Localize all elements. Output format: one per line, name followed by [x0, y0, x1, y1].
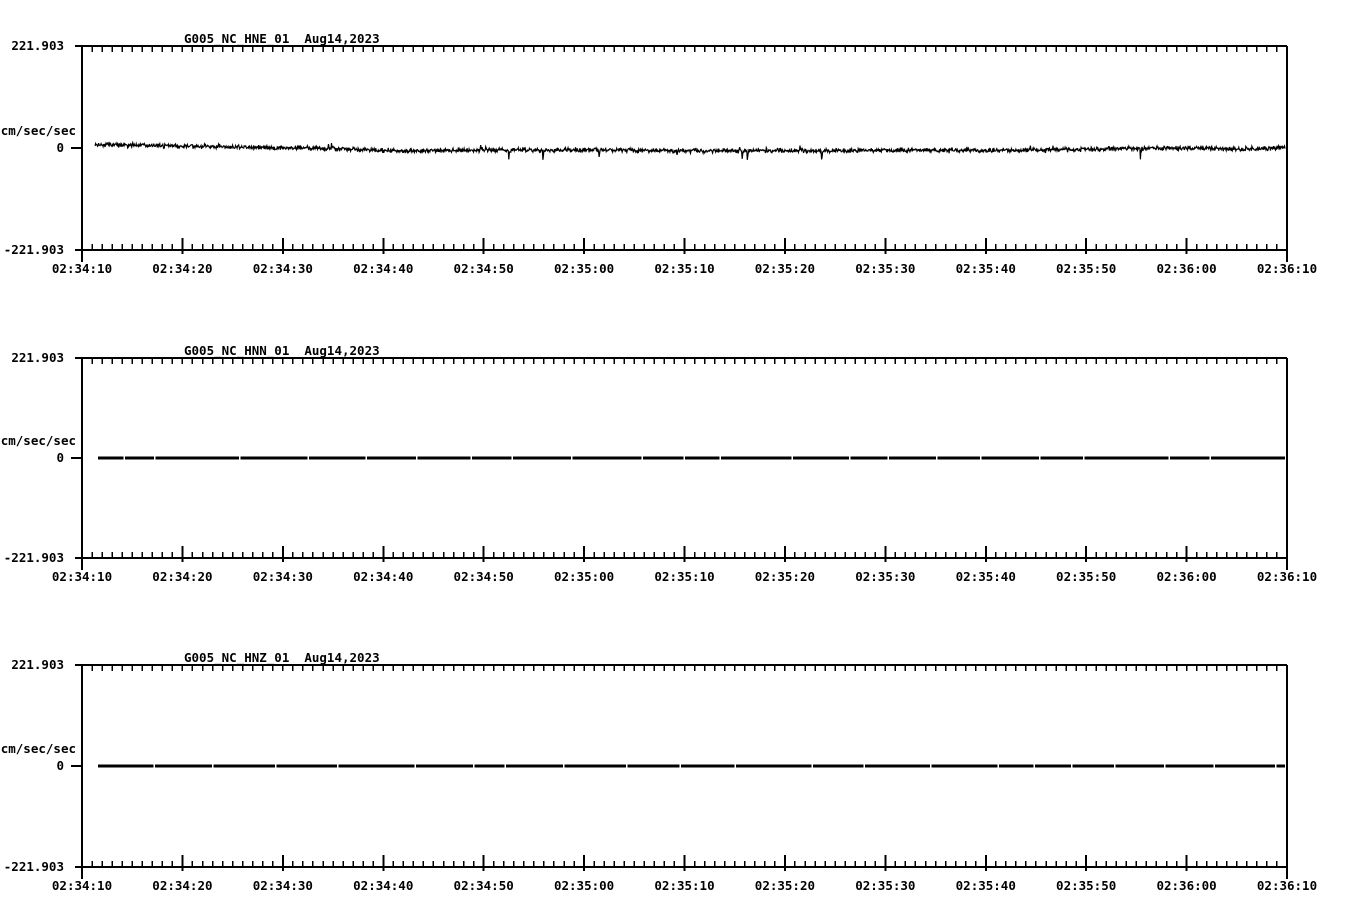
panel-frame-2: [71, 664, 1288, 879]
x-tick-label: 02:34:50: [453, 261, 514, 276]
x-tick-label: 02:35:40: [955, 261, 1016, 276]
trace-station-id: G005_NC_HNZ_01: [184, 650, 290, 665]
x-tick-label: 02:35:40: [955, 878, 1016, 893]
trace-station-id: G005_NC_HNN_01: [184, 343, 290, 358]
x-tick-label: 02:35:50: [1056, 569, 1117, 584]
x-tick-label: 02:34:20: [152, 878, 213, 893]
y-axis-unit-label: cm/sec/sec: [0, 433, 76, 448]
y-axis-zero-label: 0: [56, 450, 64, 465]
x-tick-label: 02:35:20: [754, 878, 816, 893]
trace-date: Aug14,2023: [304, 650, 380, 665]
x-tick-label: 02:35:50: [1056, 261, 1117, 276]
trace-date: Aug14,2023: [304, 343, 380, 358]
y-axis-max-label: 221.903: [11, 350, 64, 365]
y-axis-min-label: -221.903: [3, 859, 64, 874]
waveform-trace: [94, 140, 1286, 160]
trace-date: Aug14,2023: [304, 31, 380, 46]
x-tick-label: 02:35:30: [855, 261, 916, 276]
x-tick-label: 02:34:30: [252, 261, 313, 276]
x-tick-label: 02:34:10: [51, 569, 113, 584]
x-tick-label: 02:34:30: [252, 878, 313, 893]
x-tick-label: 02:35:30: [855, 878, 916, 893]
y-axis-max-label: 221.903: [11, 657, 64, 672]
x-tick-label: 02:35:50: [1056, 878, 1117, 893]
x-tick-label: 02:34:50: [453, 569, 514, 584]
x-tick-label: 02:34:40: [353, 878, 414, 893]
y-axis-unit-label: cm/sec/sec: [0, 741, 76, 756]
x-tick-label: 02:35:10: [654, 878, 715, 893]
x-tick-label: 02:35:00: [553, 261, 615, 276]
x-tick-label: 02:36:10: [1256, 569, 1318, 584]
x-tick-label: 02:35:00: [553, 878, 615, 893]
x-tick-label: 02:35:30: [855, 569, 916, 584]
x-tick-label: 02:34:30: [252, 569, 313, 584]
panel-frame-0: [71, 45, 1288, 262]
x-tick-label: 02:34:20: [152, 569, 213, 584]
x-tick-label: 02:34:40: [353, 261, 414, 276]
trace-title: G005_NC_HNN_01 Aug14,2023: [184, 344, 380, 357]
x-tick-label: 02:35:10: [654, 569, 715, 584]
x-tick-label: 02:34:20: [152, 261, 213, 276]
x-tick-label: 02:36:00: [1156, 569, 1217, 584]
panel-frame-1: [71, 357, 1288, 570]
x-tick-label: 02:36:00: [1156, 261, 1217, 276]
x-tick-label: 02:34:10: [51, 261, 113, 276]
x-tick-label: 02:35:10: [654, 261, 715, 276]
x-tick-label: 02:34:40: [353, 569, 414, 584]
y-axis-zero-label: 0: [56, 758, 64, 773]
x-tick-label: 02:34:10: [51, 878, 113, 893]
x-tick-label: 02:36:10: [1256, 261, 1318, 276]
x-tick-label: 02:35:20: [754, 261, 816, 276]
y-axis-max-label: 221.903: [11, 38, 64, 53]
x-tick-label: 02:36:10: [1256, 878, 1318, 893]
trace-station-id: G005_NC_HNE_01: [184, 31, 290, 46]
y-axis-zero-label: 0: [56, 140, 64, 155]
x-tick-label: 02:35:40: [955, 569, 1016, 584]
x-tick-label: 02:35:00: [553, 569, 615, 584]
x-tick-label: 02:34:50: [453, 878, 514, 893]
trace-title: G005_NC_HNZ_01 Aug14,2023: [184, 651, 380, 664]
x-tick-label: 02:36:00: [1156, 878, 1217, 893]
x-tick-label: 02:35:20: [754, 569, 816, 584]
y-axis-unit-label: cm/sec/sec: [0, 123, 76, 138]
y-axis-min-label: -221.903: [3, 550, 64, 565]
trace-title: G005_NC_HNE_01 Aug14,2023: [184, 32, 380, 45]
y-axis-min-label: -221.903: [3, 242, 64, 257]
